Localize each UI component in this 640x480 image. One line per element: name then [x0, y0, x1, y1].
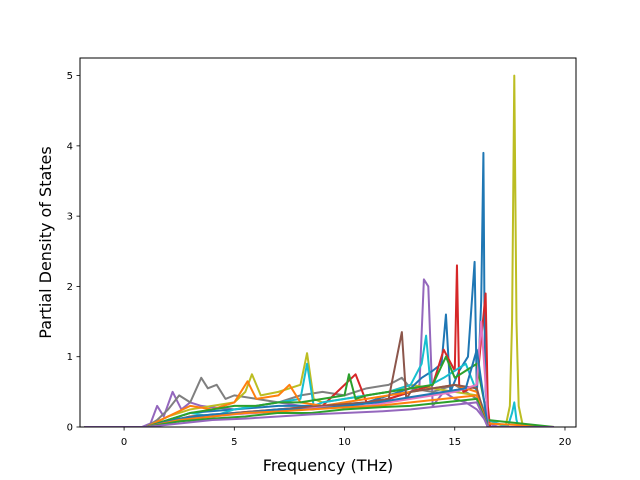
- x-axis-label: Frequency (THz): [263, 456, 393, 475]
- y-tick-label: 2: [67, 282, 73, 293]
- x-tick-label: 15: [448, 437, 461, 448]
- series-line-14: [84, 401, 554, 427]
- y-tick-label: 0: [67, 423, 73, 434]
- y-tick-label: 3: [67, 212, 73, 223]
- x-tick-label: 0: [121, 437, 127, 448]
- series-line-8: [84, 355, 555, 427]
- y-tick-label: 5: [67, 71, 73, 82]
- x-tick-label: 10: [338, 437, 351, 448]
- y-tick-label: 1: [67, 352, 73, 363]
- plot-frame: [79, 57, 577, 428]
- x-tick-label: 5: [231, 437, 237, 448]
- series-line-12: [84, 394, 554, 427]
- series-layer: [84, 74, 555, 427]
- y-axis-label: Partial Density of States: [36, 146, 55, 338]
- x-axis-ticks: 0 5 10 15 20: [121, 427, 571, 448]
- y-axis-ticks: 0 1 2 3 4 5: [67, 71, 80, 434]
- series-line-4: [84, 151, 554, 427]
- series-line-13: [84, 397, 554, 427]
- plot-area: [80, 58, 576, 427]
- series-line-11: [84, 348, 554, 427]
- x-tick-label: 20: [559, 437, 572, 448]
- y-tick-label: 4: [67, 141, 73, 152]
